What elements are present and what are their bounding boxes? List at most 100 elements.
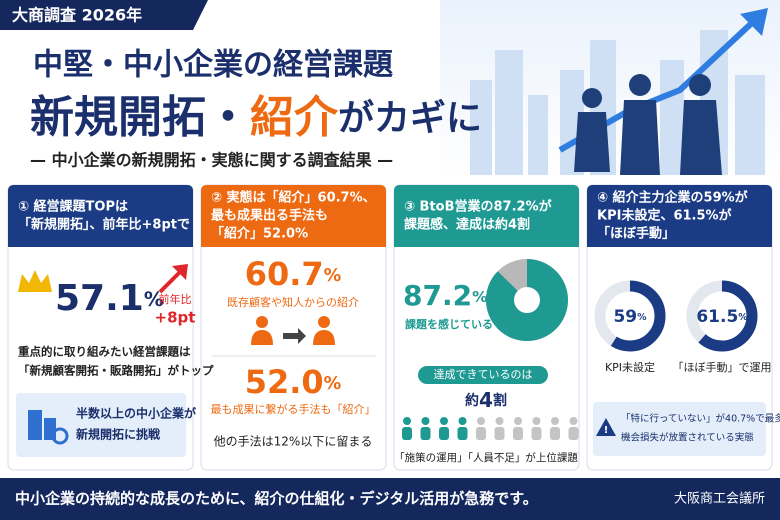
unit: %	[324, 266, 342, 286]
card-header	[587, 185, 772, 247]
arrow-head	[740, 8, 768, 36]
person-icon-body	[457, 427, 468, 440]
card-heading: 「ほぼ手動」	[597, 226, 675, 242]
transfer-arrow	[283, 328, 306, 344]
callout: 新規開拓に挑戦	[76, 427, 161, 442]
building-icon	[28, 410, 56, 440]
donut-arc	[486, 259, 568, 341]
person-icon-head	[569, 417, 578, 425]
pill	[418, 366, 548, 384]
caption: 最も成果に繋がる手法も「紹介」	[211, 402, 376, 416]
callout: 「特に行っていない」が40.7%で最多、	[621, 413, 780, 425]
title-part: 新規開拓・	[30, 92, 250, 143]
card-heading: KPI未設定、61.5%が	[597, 208, 732, 224]
person-head	[256, 316, 268, 328]
person-icon-body	[476, 427, 486, 440]
callout: 機会損失が放置されている実態	[621, 432, 754, 444]
achieved-part: 4	[479, 388, 493, 412]
card-heading: 「新規開拓」、前年比+8ptで	[18, 217, 190, 233]
tag-bg	[0, 0, 208, 30]
value: 61.5	[696, 307, 738, 327]
unit: %	[144, 288, 164, 311]
business-people	[574, 74, 722, 175]
achieved: 約4割	[465, 388, 507, 412]
note: 「新規顧客開拓・販路開拓」がトップ	[18, 364, 214, 378]
note: 重点的に取り組みたい経営課題は	[18, 345, 191, 359]
pill-text: 達成できているのは	[434, 368, 533, 381]
up-arrow	[158, 268, 184, 294]
title-line1: 中堅・中小企業の経営課題	[33, 48, 393, 83]
person-icon-head	[458, 417, 467, 425]
person-icon-body	[568, 427, 579, 440]
unit: %	[324, 374, 342, 394]
card-heading: 最も成果出る手法も	[211, 208, 328, 224]
big-value: 87.2%	[403, 279, 488, 312]
person-body	[313, 330, 335, 345]
magnifier	[51, 427, 69, 445]
unit: %	[472, 288, 487, 306]
card-heading: 「紹介」52.0%	[211, 226, 308, 242]
cards: ① 経営課題TOPは「新規開拓」、前年比+8ptで ② 実態は「紹介」60.7%、…	[7, 184, 780, 471]
caption: 既存顧客や知人からの紹介	[227, 295, 359, 309]
achieved-part: 約	[465, 392, 479, 409]
footer-org: 大阪商工会議所	[674, 492, 765, 507]
person-icon-body	[550, 427, 560, 440]
person-icon-head	[477, 417, 485, 425]
unit: %	[738, 312, 748, 323]
donut-arc	[686, 280, 758, 352]
donut-arc	[594, 280, 666, 352]
warning-mark: !	[604, 425, 609, 436]
person-icon-body	[439, 427, 449, 440]
title-highlight: 紹介	[250, 92, 339, 143]
person-icon-body	[402, 427, 412, 440]
person-body	[251, 330, 273, 345]
person-icon-head	[421, 417, 430, 425]
up-arrow-head	[172, 264, 188, 280]
person-icon-head	[514, 417, 522, 425]
stat-label: 「ほぼ手動」で運用	[673, 360, 772, 374]
note: 他の手法は12%以下に留まる	[214, 435, 373, 449]
person-icon-body	[420, 427, 431, 440]
person-icon-head	[440, 417, 448, 425]
footer-message: 中小企業の持続的な成長のために、紹介の仕組化・デジタル活用が急務です。	[15, 490, 538, 508]
person-icon-head	[495, 417, 504, 425]
person-icon-body	[531, 427, 542, 440]
card-heading: 課題感、達成は約4割	[404, 217, 530, 233]
person-icon-head	[403, 417, 411, 425]
person-icon-head	[551, 417, 559, 425]
title-part: がカギに	[338, 98, 482, 139]
value: 60.7	[245, 255, 324, 293]
value: 57.1	[55, 278, 144, 319]
card-heading: ③ BtoB営業の87.2%が	[404, 199, 552, 215]
card-header	[8, 185, 193, 247]
value: 59	[613, 307, 637, 327]
change-value: +8pt	[155, 309, 196, 327]
achieved-part: 割	[493, 392, 507, 409]
title-line2: 新規開拓・紹介がカギに	[30, 92, 482, 143]
caption: 課題を感じている	[405, 317, 493, 331]
callout-box	[593, 402, 766, 456]
person-icon-head	[532, 417, 541, 425]
person-icon-body	[494, 427, 505, 440]
value: 52.0	[245, 363, 324, 401]
person-head	[318, 316, 330, 328]
callout-box	[16, 393, 186, 457]
card-header	[394, 185, 579, 247]
subtitle: — 中小企業の新規開拓・実態に関する調査結果 —	[30, 151, 393, 170]
person-icon-body	[513, 427, 523, 440]
footer-bg	[0, 478, 780, 520]
note: 「施策の運用」「人員不足」が上位課題	[394, 451, 578, 464]
crown-icon	[18, 270, 52, 292]
callout: 半数以上の中小企業が	[76, 406, 196, 421]
big-value: 61.5%	[696, 307, 748, 327]
big-value: 57.1%	[55, 278, 164, 319]
change-label: 前年比	[159, 292, 192, 306]
card-header	[201, 185, 386, 247]
warning-icon	[596, 418, 616, 436]
stat-label: KPI未設定	[605, 360, 655, 374]
card-heading: ① 経営課題TOPは	[18, 199, 128, 215]
card-heading: ④ 紹介主力企業の59%が	[597, 190, 748, 206]
big-value: 52.0%	[245, 363, 342, 401]
